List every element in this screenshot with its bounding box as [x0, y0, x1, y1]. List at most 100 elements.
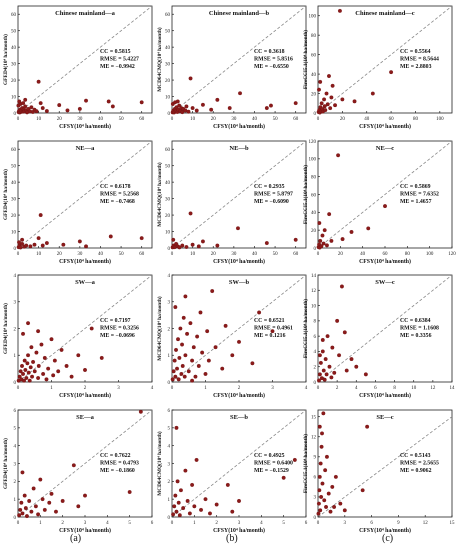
- data-point: [84, 98, 88, 103]
- data-point: [34, 109, 39, 114]
- data-point: [190, 482, 195, 487]
- stats-text: RMSE = 8.5644: [400, 57, 439, 63]
- data-point: [340, 97, 345, 102]
- data-point: [174, 425, 179, 430]
- data-point: [363, 372, 368, 377]
- data-point: [316, 501, 321, 506]
- x-tick-label: 40: [252, 252, 258, 257]
- x-tick-label: 120: [448, 252, 456, 257]
- data-point: [318, 360, 323, 365]
- data-point: [203, 372, 208, 376]
- stats-text: ME = 0.9062: [400, 468, 432, 474]
- y-axis-label: GFED4(10⁴ ha/month): [2, 34, 9, 85]
- data-point: [27, 499, 32, 503]
- x-tick-label: 20: [211, 252, 217, 257]
- y-tick-label: 0: [168, 381, 171, 386]
- scatter-panel: 0 20 40 60 80 100 120 0 20 40 60 80 100 120 NE—c CC = 0…: [302, 140, 456, 265]
- x-tick-label: 1: [204, 386, 207, 391]
- y-tick-label: 50: [165, 164, 171, 169]
- x-tick-label: 0: [317, 252, 320, 257]
- y-tick-label: 6: [14, 409, 17, 414]
- data-point: [200, 350, 205, 355]
- data-point: [292, 457, 297, 462]
- data-point: [223, 323, 228, 328]
- x-tick-label: 50: [119, 252, 125, 257]
- data-point: [323, 468, 328, 473]
- data-point: [184, 245, 189, 249]
- data-point: [215, 243, 220, 248]
- data-point: [17, 99, 22, 104]
- one-to-one-line: [17, 5, 153, 114]
- y-tick-label: 0: [168, 516, 171, 521]
- x-tick-label: 5: [128, 521, 131, 526]
- x-tick-label: 10: [36, 117, 42, 122]
- data-point: [322, 97, 327, 102]
- data-point: [322, 377, 327, 382]
- scatter-panel: 0 1 2 3 4 0 1 2 3 4 SW—b CC = 0.6521 RMSE = 0.4961ME…: [156, 274, 308, 399]
- data-point: [389, 70, 394, 75]
- data-point: [319, 101, 324, 106]
- data-point: [29, 345, 34, 350]
- x-tick-label: 10: [411, 386, 417, 391]
- data-point: [332, 370, 337, 375]
- data-point: [190, 358, 195, 363]
- one-to-one-line: [317, 274, 453, 383]
- x-tick-label: 2: [238, 386, 241, 391]
- data-point: [110, 104, 115, 109]
- y-axis-label: MCD64CMQ(10⁴ ha/month): [156, 27, 163, 92]
- x-tick-label: 60: [293, 252, 299, 257]
- data-point: [182, 374, 187, 379]
- x-tick-label: 1: [193, 521, 196, 526]
- data-point: [317, 424, 322, 429]
- data-point: [170, 377, 175, 382]
- data-point: [40, 243, 45, 248]
- y-tick-label: 6: [314, 476, 317, 481]
- data-point: [20, 511, 25, 516]
- y-axis-label: MCD64CMQ(10⁴ ha/month): [156, 162, 163, 227]
- stats-text: ME = −0.6090: [254, 199, 289, 205]
- x-tick-label: 0: [171, 386, 174, 391]
- data-point: [22, 378, 26, 383]
- data-point: [188, 211, 193, 216]
- data-point: [99, 355, 104, 360]
- y-tick-label: 3: [14, 462, 17, 467]
- data-point: [84, 244, 88, 249]
- stats-text: ME = −0.1529: [254, 468, 289, 474]
- data-point: [320, 338, 325, 342]
- data-point: [83, 493, 87, 498]
- x-axis-label: CFSY(10⁴ ha/month): [359, 527, 411, 534]
- y-tick-label: 6: [168, 409, 171, 414]
- data-point: [329, 375, 334, 380]
- data-point: [49, 491, 54, 496]
- data-point: [28, 244, 33, 249]
- data-point: [34, 350, 39, 355]
- data-point: [321, 368, 326, 373]
- x-tick-label: 80: [405, 252, 411, 257]
- x-tick-label: 9: [397, 521, 400, 526]
- one-to-one-line: [171, 409, 307, 518]
- y-tick-label: 5: [14, 427, 17, 432]
- one-to-one-line: [317, 140, 453, 249]
- y-tick-label: 20: [11, 79, 17, 84]
- y-tick-label: 0: [314, 247, 317, 252]
- data-point: [270, 329, 275, 334]
- data-point: [22, 493, 27, 498]
- data-point: [23, 368, 28, 372]
- data-point: [44, 109, 49, 113]
- x-tick-label: 8: [393, 386, 396, 391]
- data-point: [171, 369, 176, 374]
- stats-text: ME = 0.1216: [254, 333, 286, 339]
- stats-text: RMSE = 7.6352: [400, 192, 439, 198]
- data-point: [76, 504, 81, 509]
- data-point: [181, 315, 186, 320]
- data-point: [323, 357, 328, 362]
- data-point: [326, 491, 331, 496]
- x-tick-label: 100: [436, 117, 444, 122]
- data-point: [175, 479, 180, 484]
- scatter-panel: 0 3 6 9 12 15 0 3 6 9 12 15 SE—c CC = 0.5143 RMSE = 2.…: [302, 409, 455, 534]
- data-point: [174, 509, 179, 514]
- data-point: [176, 500, 181, 505]
- x-tick-label: 6: [370, 521, 373, 526]
- data-point: [77, 239, 82, 244]
